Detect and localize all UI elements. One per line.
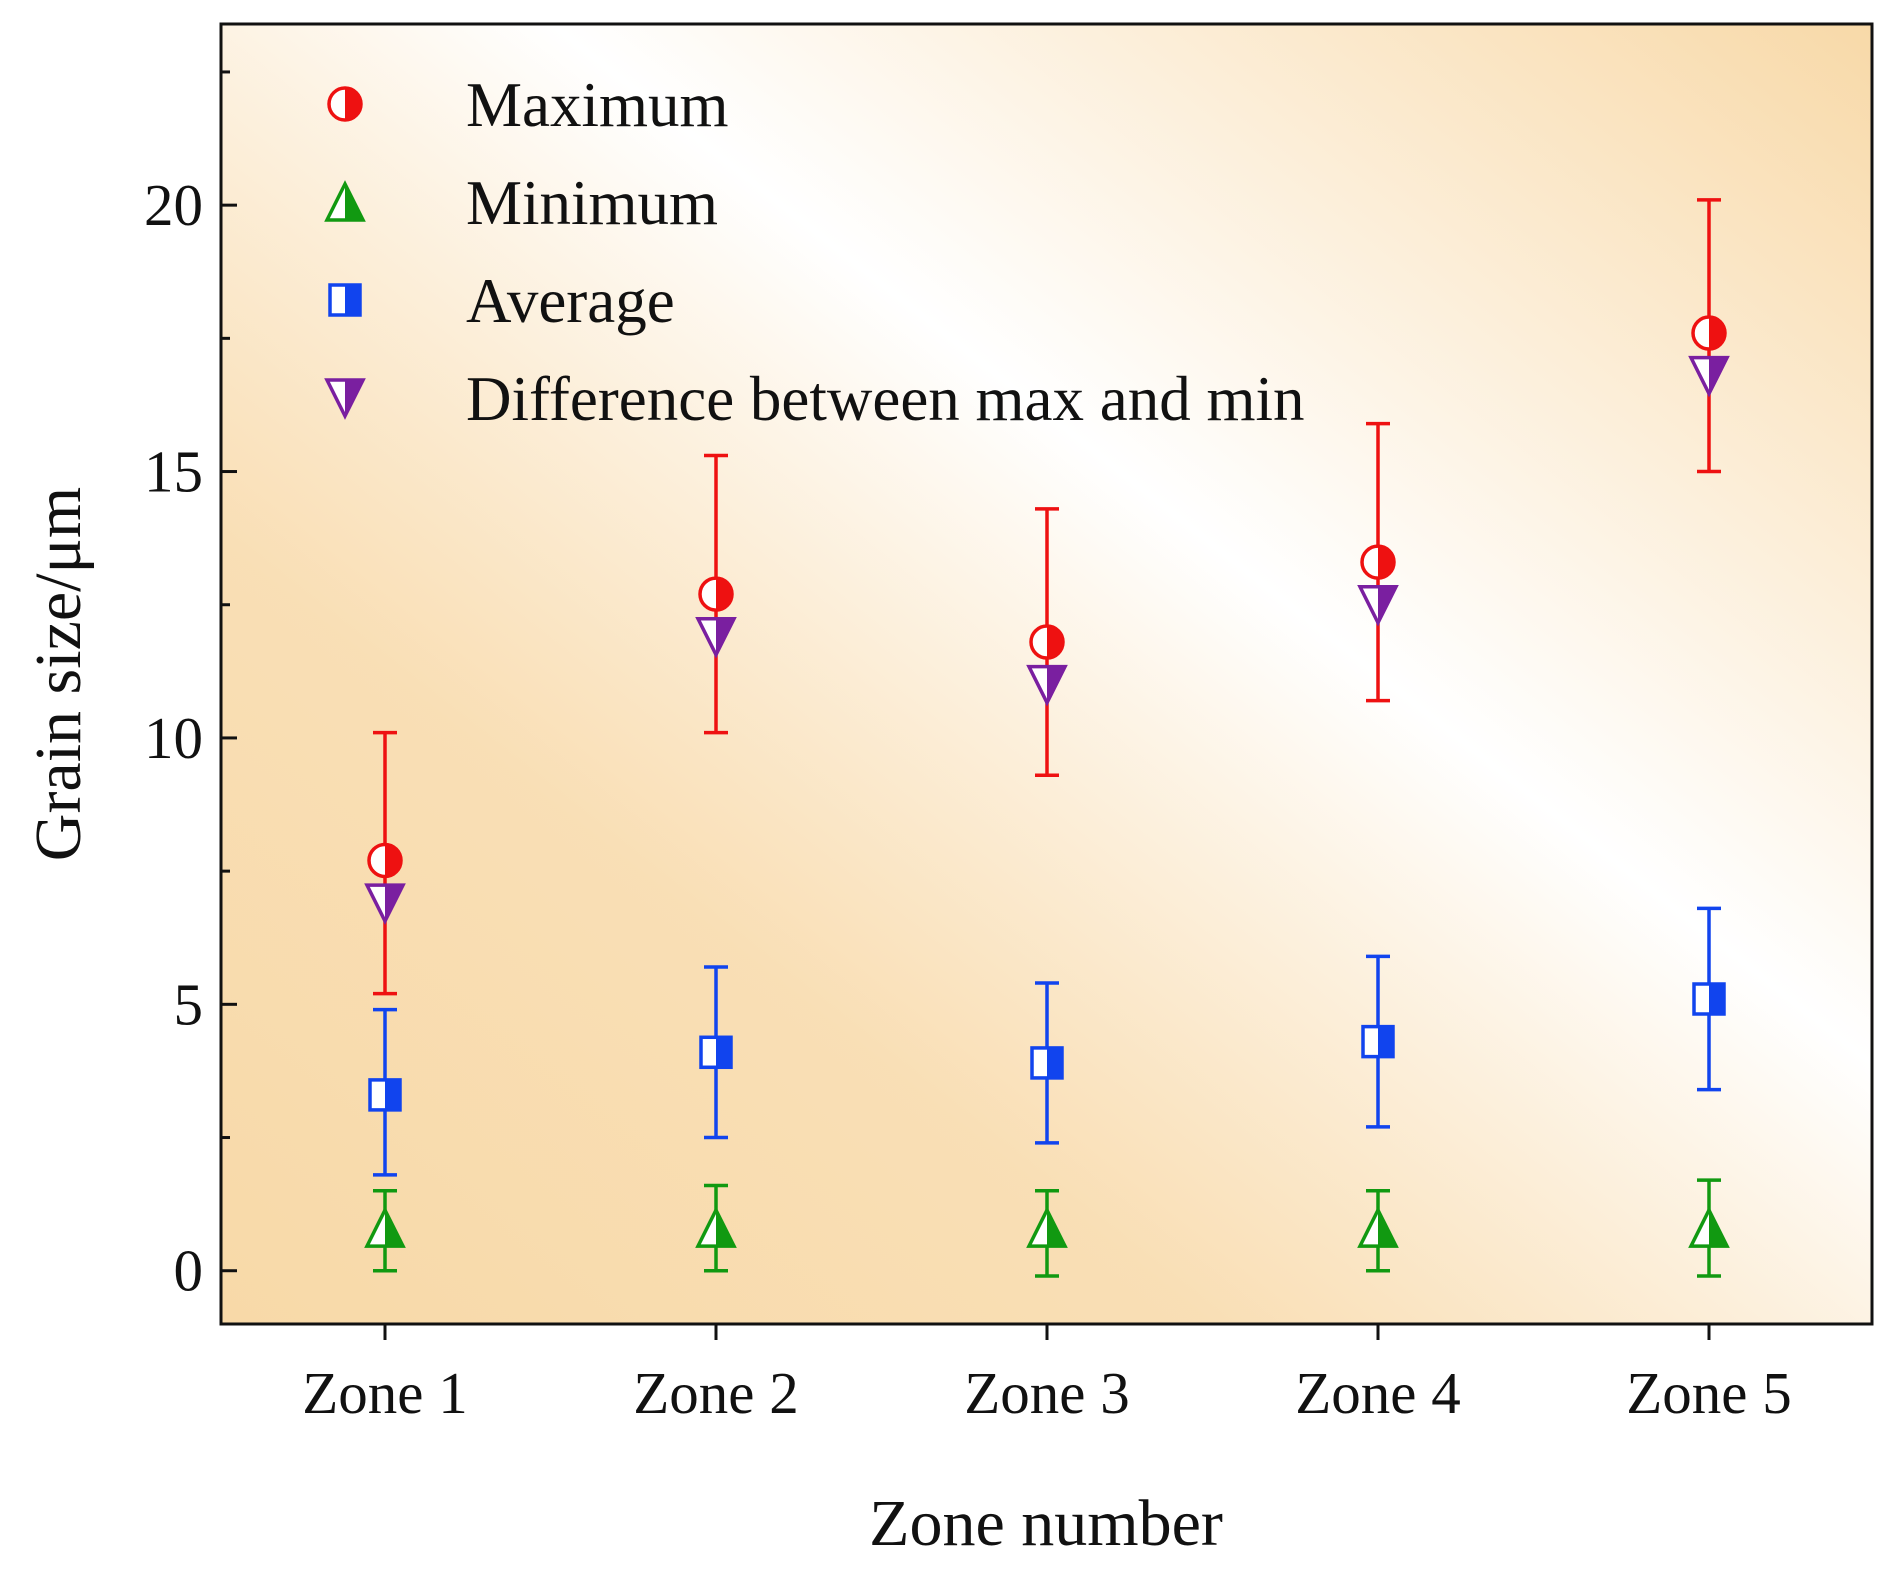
- x-tick-label: Zone 4: [1295, 1360, 1460, 1426]
- marker-fill: [1709, 984, 1724, 1014]
- data-point: [367, 842, 403, 879]
- marker-fill: [716, 578, 732, 611]
- marker-fill: [1709, 357, 1727, 394]
- legend-label: Maximum: [466, 70, 729, 140]
- data-point: [698, 576, 734, 612]
- marker-fill: [385, 1079, 400, 1110]
- marker-fill: [1709, 1210, 1727, 1247]
- marker-fill: [1709, 317, 1725, 350]
- marker-fill: [345, 184, 363, 220]
- marker-fill: [345, 380, 363, 416]
- data-point: [1029, 624, 1065, 660]
- data-point: [1692, 982, 1726, 1016]
- data-point: [1360, 544, 1396, 580]
- data-point: [1030, 1046, 1064, 1080]
- data-point: [1688, 1206, 1730, 1248]
- marker-fill: [1047, 1047, 1062, 1078]
- data-point: [1688, 355, 1730, 398]
- marker-fill: [345, 285, 360, 315]
- points-minimum: [364, 1206, 1730, 1248]
- data-point: [364, 883, 406, 926]
- marker-fill: [716, 618, 734, 655]
- data-point: [1361, 1024, 1395, 1059]
- data-point: [1357, 1206, 1399, 1248]
- legend-item: Difference between max and min: [324, 364, 1304, 434]
- x-tick-label: Zone 2: [633, 1360, 798, 1426]
- y-tick-label: 15: [144, 439, 203, 505]
- legend-item: Maximum: [327, 70, 729, 140]
- data-point: [368, 1078, 402, 1112]
- marker-fill: [1047, 626, 1063, 659]
- marker-fill: [1047, 666, 1065, 703]
- y-axis-ticks: 0 5 10 15 20: [144, 70, 237, 1304]
- marker-fill: [345, 88, 361, 120]
- legend-item: Average: [328, 266, 675, 336]
- y-axis-title: Grain size/μm: [22, 487, 95, 861]
- plot-frame: [219, 22, 1874, 1326]
- marker-fill: [716, 1037, 731, 1068]
- legend-label: Minimum: [466, 168, 718, 238]
- marker-fill: [385, 1210, 403, 1247]
- marker-fill: [716, 1210, 734, 1247]
- x-tick-label: Zone 5: [1626, 1360, 1791, 1426]
- legend-marker: [324, 378, 366, 420]
- data-point: [1026, 1206, 1068, 1248]
- y-tick-label: 10: [144, 705, 203, 771]
- points-maximum: [367, 315, 1727, 879]
- legend-label: Average: [466, 266, 675, 336]
- marker-fill: [385, 844, 401, 877]
- marker-fill: [385, 885, 403, 922]
- y-tick-label: 20: [144, 172, 203, 238]
- points-difference-between-max-and-min: [364, 355, 1730, 926]
- data-point: [695, 1206, 737, 1248]
- marker-fill: [1378, 1026, 1393, 1057]
- marker-fill: [1047, 1210, 1065, 1247]
- marker-fill: [1378, 1210, 1396, 1247]
- x-axis-title: Zone number: [869, 1487, 1223, 1560]
- legend-marker: [328, 283, 362, 317]
- legend-marker: [327, 86, 363, 122]
- data-point: [364, 1206, 406, 1248]
- data-point: [1691, 315, 1727, 351]
- x-tick-label: Zone 1: [302, 1360, 467, 1426]
- data-point: [695, 616, 737, 659]
- y-tick-label: 5: [174, 971, 204, 1037]
- x-axis-ticks: Zone 1 Zone 2 Zone 3 Zone 4 Zone 5: [302, 1324, 1792, 1426]
- data-marks: [364, 198, 1730, 1278]
- y-tick-label: 0: [174, 1238, 204, 1304]
- legend-item: Minimum: [324, 168, 718, 238]
- points-average: [368, 982, 1726, 1112]
- data-point: [1026, 664, 1068, 707]
- data-point: [699, 1035, 733, 1070]
- x-tick-label: Zone 3: [964, 1360, 1129, 1426]
- marker-fill: [1378, 586, 1396, 623]
- legend: Maximum Minimum Average Difference between …: [324, 70, 1304, 434]
- legend-marker: [324, 180, 366, 222]
- data-point: [1357, 584, 1399, 627]
- legend-label: Difference between max and min: [466, 364, 1304, 434]
- marker-fill: [1378, 546, 1394, 579]
